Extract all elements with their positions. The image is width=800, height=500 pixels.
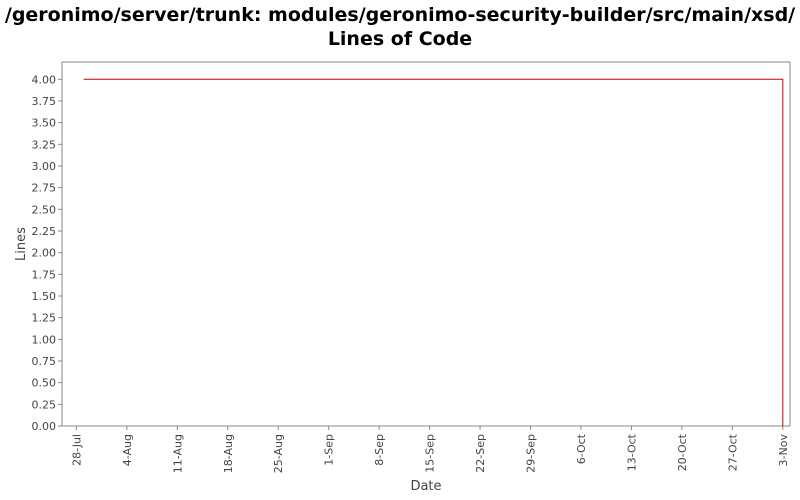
y-tick-label: 0.00 — [32, 420, 57, 433]
y-tick-label: 1.00 — [32, 333, 57, 346]
y-tick-label: 1.75 — [32, 268, 57, 281]
x-tick-label: 28-Jul — [70, 434, 83, 466]
series-line — [83, 78, 784, 426]
x-tick-label: 20-Oct — [676, 433, 689, 471]
y-tick-label: 2.50 — [32, 203, 57, 216]
y-tick-label: 2.00 — [32, 247, 57, 260]
chart-subtitle: Lines of Code — [327, 28, 473, 50]
y-tick-label: 3.25 — [32, 138, 57, 151]
x-tick-label: 13-Oct — [625, 433, 638, 471]
x-tick-label: 8-Sep — [373, 434, 386, 466]
x-tick-label: 18-Aug — [222, 434, 235, 473]
y-tick-label: 0.75 — [32, 355, 57, 368]
x-axis-label: Date — [410, 479, 441, 494]
y-tick-label: 1.50 — [32, 290, 57, 303]
x-tick-label: 4-Aug — [121, 434, 134, 466]
y-tick-label: 2.25 — [32, 225, 57, 238]
y-tick-label: 2.75 — [32, 182, 57, 195]
x-tick-label: 15-Sep — [424, 434, 437, 473]
y-tick-label: 0.50 — [32, 377, 57, 390]
y-axis-label: Lines — [14, 227, 29, 261]
x-tick-label: 3-Nov — [777, 434, 790, 467]
plot-area — [61, 61, 791, 427]
y-tick-label: 3.75 — [32, 95, 57, 108]
y-tick-label: 3.00 — [32, 160, 57, 173]
x-tick-label: 29-Sep — [525, 434, 538, 473]
x-tick-label: 27-Oct — [726, 433, 739, 471]
x-tick-label: 1-Sep — [323, 434, 336, 466]
x-tick-label: 6-Oct — [575, 433, 588, 464]
y-tick-label: 4.00 — [32, 73, 57, 86]
y-tick-label: 3.50 — [32, 117, 57, 130]
chart-title: /geronimo/server/trunk: modules/geronimo… — [4, 4, 796, 26]
y-tick-label: 0.25 — [32, 398, 57, 411]
x-tick-label: 11-Aug — [171, 434, 184, 473]
x-tick-label: 25-Aug — [272, 434, 285, 473]
x-tick-label: 22-Sep — [474, 434, 487, 473]
y-tick-label: 1.25 — [32, 312, 57, 325]
